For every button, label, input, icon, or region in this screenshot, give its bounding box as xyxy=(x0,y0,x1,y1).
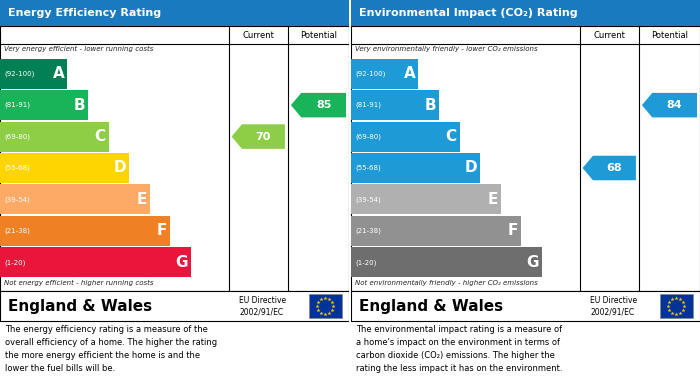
Polygon shape xyxy=(291,93,346,117)
Bar xyxy=(0,248,191,277)
Bar xyxy=(0,59,67,89)
Bar xyxy=(0,26,349,291)
Bar xyxy=(351,216,522,246)
Bar xyxy=(351,59,419,89)
Bar xyxy=(351,185,500,214)
Text: (81-91): (81-91) xyxy=(355,102,381,108)
Text: Very energy efficient - lower running costs: Very energy efficient - lower running co… xyxy=(4,46,153,52)
Text: F: F xyxy=(508,223,518,239)
Bar xyxy=(0,90,88,120)
Text: Current: Current xyxy=(242,30,274,39)
Bar xyxy=(351,0,700,26)
Bar xyxy=(0,153,130,183)
Bar xyxy=(0,216,170,246)
Text: (69-80): (69-80) xyxy=(355,133,381,140)
Bar xyxy=(309,294,342,318)
Text: C: C xyxy=(445,129,456,144)
Text: (21-38): (21-38) xyxy=(4,228,30,234)
Text: EU Directive
2002/91/EC: EU Directive 2002/91/EC xyxy=(590,296,637,316)
Text: Energy Efficiency Rating: Energy Efficiency Rating xyxy=(8,8,161,18)
Text: 85: 85 xyxy=(316,100,331,110)
Text: C: C xyxy=(94,129,106,144)
Bar xyxy=(351,26,700,291)
Text: Environmental Impact (CO₂) Rating: Environmental Impact (CO₂) Rating xyxy=(359,8,578,18)
Text: Potential: Potential xyxy=(651,30,688,39)
Polygon shape xyxy=(642,93,697,117)
Text: G: G xyxy=(526,255,539,270)
Text: G: G xyxy=(176,255,188,270)
Text: (92-100): (92-100) xyxy=(4,70,34,77)
Text: B: B xyxy=(424,98,436,113)
Text: England & Wales: England & Wales xyxy=(359,298,503,314)
Text: (39-54): (39-54) xyxy=(4,196,29,203)
Bar xyxy=(0,291,349,321)
Text: A: A xyxy=(404,66,415,81)
Text: EU Directive
2002/91/EC: EU Directive 2002/91/EC xyxy=(239,296,286,316)
Text: (21-38): (21-38) xyxy=(355,228,381,234)
Text: Very environmentally friendly - lower CO₂ emissions: Very environmentally friendly - lower CO… xyxy=(355,46,538,52)
Text: Not energy efficient - higher running costs: Not energy efficient - higher running co… xyxy=(4,280,153,286)
Bar xyxy=(349,0,351,391)
Text: (81-91): (81-91) xyxy=(4,102,30,108)
Text: (55-68): (55-68) xyxy=(4,165,29,171)
Polygon shape xyxy=(232,124,285,149)
Text: Not environmentally friendly - higher CO₂ emissions: Not environmentally friendly - higher CO… xyxy=(355,280,538,286)
Bar xyxy=(351,122,460,152)
Text: A: A xyxy=(52,66,64,81)
Text: (1-20): (1-20) xyxy=(355,259,377,265)
Text: (55-68): (55-68) xyxy=(355,165,381,171)
Bar xyxy=(351,291,700,321)
Bar xyxy=(0,185,150,214)
Bar xyxy=(351,153,480,183)
Text: The energy efficiency rating is a measure of the
overall efficiency of a home. T: The energy efficiency rating is a measur… xyxy=(5,325,217,373)
Text: D: D xyxy=(465,160,477,176)
Text: E: E xyxy=(487,192,498,207)
Text: D: D xyxy=(113,160,126,176)
Bar xyxy=(0,122,108,152)
Text: (92-100): (92-100) xyxy=(355,70,386,77)
Bar xyxy=(0,0,349,26)
Text: 68: 68 xyxy=(607,163,622,173)
Text: E: E xyxy=(136,192,147,207)
Text: (69-80): (69-80) xyxy=(4,133,30,140)
Bar xyxy=(351,90,439,120)
Text: England & Wales: England & Wales xyxy=(8,298,152,314)
Text: (39-54): (39-54) xyxy=(355,196,381,203)
Text: 70: 70 xyxy=(256,131,271,142)
Polygon shape xyxy=(582,156,636,180)
Text: The environmental impact rating is a measure of
a home's impact on the environme: The environmental impact rating is a mea… xyxy=(356,325,563,373)
Text: Current: Current xyxy=(594,30,625,39)
Bar xyxy=(659,294,693,318)
Text: (1-20): (1-20) xyxy=(4,259,25,265)
Text: F: F xyxy=(157,223,167,239)
Text: 84: 84 xyxy=(667,100,682,110)
Bar xyxy=(351,248,542,277)
Text: Potential: Potential xyxy=(300,30,337,39)
Text: B: B xyxy=(74,98,85,113)
